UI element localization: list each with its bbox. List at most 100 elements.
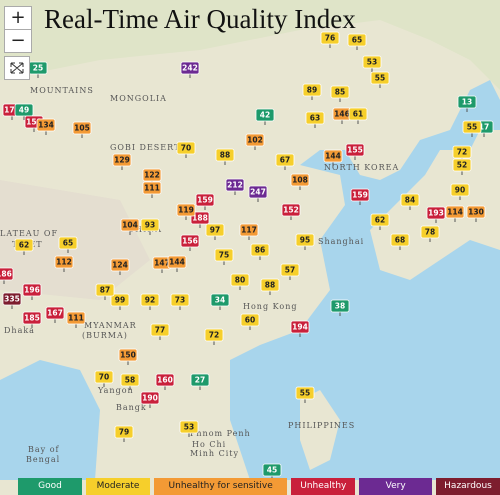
station-marker[interactable]: 62 (370, 213, 390, 230)
station-marker[interactable]: 76 (320, 31, 340, 48)
station-marker[interactable]: 124 (110, 258, 130, 275)
station-marker[interactable]: 55 (370, 71, 390, 88)
station-marker[interactable]: 97 (205, 223, 225, 240)
station-marker[interactable]: 119 (176, 203, 196, 220)
legend-item[interactable]: Unhealthy for sensitive groups (154, 478, 288, 495)
station-marker[interactable]: 67 (275, 153, 295, 170)
station-marker[interactable]: 88 (215, 148, 235, 165)
station-marker[interactable]: 13 (457, 95, 477, 112)
station-marker[interactable]: 190 (140, 391, 160, 408)
station-marker[interactable]: 122 (142, 168, 162, 185)
station-marker[interactable]: 72 (204, 328, 224, 345)
station-marker[interactable]: 65 (58, 236, 78, 253)
station-marker[interactable]: 335 (2, 292, 22, 309)
marker-value: 175 (4, 106, 20, 115)
station-marker[interactable]: 63 (305, 111, 325, 128)
station-marker[interactable]: 61 (348, 107, 368, 124)
station-marker[interactable]: 111 (66, 311, 86, 328)
station-marker[interactable]: 85 (330, 85, 350, 102)
station-marker[interactable]: 88 (260, 278, 280, 295)
station-marker[interactable]: 144 (323, 149, 343, 166)
station-marker[interactable]: 111 (142, 181, 162, 198)
station-marker[interactable]: 57 (280, 263, 300, 280)
station-marker[interactable]: 72 (452, 145, 472, 162)
station-marker[interactable]: 93 (140, 218, 160, 235)
station-marker[interactable]: 87 (95, 283, 115, 300)
station-marker[interactable]: 80 (230, 273, 250, 290)
marker-value: 150 (120, 351, 136, 360)
station-marker[interactable]: 105 (72, 121, 92, 138)
station-marker[interactable]: 144 (167, 255, 187, 272)
station-marker[interactable]: 73 (170, 293, 190, 310)
station-marker[interactable]: 53 (179, 420, 199, 437)
station-marker[interactable]: 62 (14, 238, 34, 255)
station-marker[interactable]: 193 (426, 206, 446, 223)
station-marker[interactable]: 99 (110, 293, 130, 310)
station-marker[interactable]: 77 (150, 323, 170, 340)
station-marker[interactable]: 167 (45, 306, 65, 323)
station-marker[interactable]: 159 (350, 188, 370, 205)
station-marker[interactable]: 196 (22, 283, 42, 300)
station-marker[interactable]: 185 (22, 311, 42, 328)
station-marker[interactable]: 53 (362, 55, 382, 72)
station-marker[interactable]: 75 (214, 248, 234, 265)
station-marker[interactable]: 90 (450, 183, 470, 200)
station-marker[interactable]: 84 (400, 193, 420, 210)
station-marker[interactable]: 194 (290, 320, 310, 337)
station-marker[interactable]: 45 (262, 463, 282, 480)
station-marker[interactable]: 212 (225, 178, 245, 195)
station-marker[interactable]: 38 (330, 299, 350, 316)
station-marker[interactable]: 108 (290, 173, 310, 190)
station-marker[interactable]: 55 (295, 386, 315, 403)
legend-item[interactable]: Very Unhealthy (359, 478, 432, 495)
station-marker[interactable]: 78 (420, 225, 440, 242)
station-marker[interactable]: 86 (250, 243, 270, 260)
station-marker[interactable]: 146 (332, 107, 352, 124)
station-marker[interactable]: 155 (345, 143, 365, 160)
station-marker[interactable]: 70 (176, 141, 196, 158)
station-marker[interactable]: 49 (14, 103, 34, 120)
legend-item[interactable]: Hazardous (436, 478, 500, 495)
station-marker[interactable]: 117 (239, 223, 259, 240)
station-marker[interactable]: 130 (466, 205, 486, 222)
station-marker[interactable]: 58 (120, 373, 140, 390)
station-marker[interactable]: 70 (94, 370, 114, 387)
station-marker[interactable]: 156 (180, 234, 200, 251)
station-marker[interactable]: 134 (36, 118, 56, 135)
station-marker[interactable]: 52 (452, 158, 472, 175)
station-marker[interactable]: 104 (120, 218, 140, 235)
station-marker[interactable]: 55 (462, 120, 482, 137)
station-marker[interactable]: 89 (302, 83, 322, 100)
station-marker[interactable]: 188 (190, 211, 210, 228)
marker-value: 86 (255, 246, 265, 255)
station-marker[interactable]: 242 (180, 61, 200, 78)
station-marker[interactable]: 247 (248, 185, 268, 202)
station-marker[interactable]: 25 (28, 61, 48, 78)
zoom-out[interactable]: − (4, 29, 32, 53)
station-marker[interactable]: 160 (155, 373, 175, 390)
station-marker[interactable]: 27 (190, 373, 210, 390)
station-marker[interactable]: 152 (281, 203, 301, 220)
station-marker[interactable]: 68 (390, 233, 410, 250)
legend-item[interactable]: Moderate (86, 478, 150, 495)
station-marker[interactable]: 129 (112, 153, 132, 170)
station-marker[interactable]: 42 (255, 108, 275, 125)
marker-value: 25 (33, 64, 43, 73)
station-marker[interactable]: 60 (240, 313, 260, 330)
station-marker[interactable]: 95 (295, 233, 315, 250)
station-marker[interactable]: 102 (245, 133, 265, 150)
legend-item[interactable]: Unhealthy (291, 478, 356, 495)
station-marker[interactable]: 34 (210, 293, 230, 310)
station-marker[interactable]: 79 (114, 425, 134, 442)
fullscreen-button[interactable] (4, 56, 30, 80)
marker-box (120, 373, 140, 387)
station-marker[interactable]: 114 (445, 205, 465, 222)
zoom-in[interactable]: + (4, 6, 32, 30)
station-marker[interactable]: 186 (0, 267, 14, 284)
station-marker[interactable]: 65 (347, 33, 367, 50)
station-marker[interactable]: 150 (118, 348, 138, 365)
station-marker[interactable]: 112 (54, 255, 74, 272)
station-marker[interactable]: 159 (195, 193, 215, 210)
legend-item[interactable]: Good (18, 478, 82, 495)
station-marker[interactable]: 92 (140, 293, 160, 310)
